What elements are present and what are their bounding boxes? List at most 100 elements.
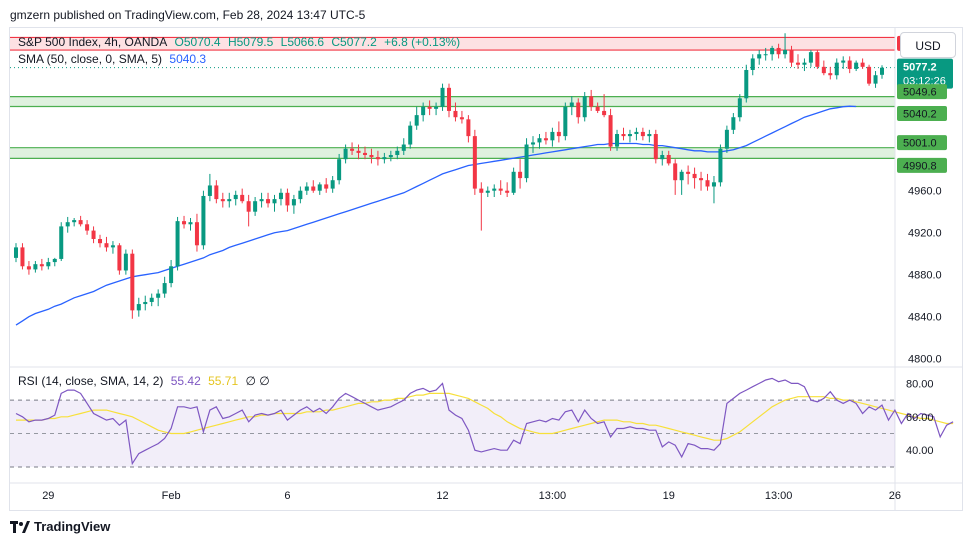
candle xyxy=(427,100,432,116)
candle xyxy=(731,113,736,135)
candle-body xyxy=(757,54,762,59)
candle xyxy=(169,259,174,288)
candle-body xyxy=(278,192,283,200)
candle-body xyxy=(350,148,355,151)
candle xyxy=(91,226,96,244)
candle xyxy=(834,58,839,80)
candle xyxy=(304,182,309,195)
candle xyxy=(291,194,296,214)
zone-support-2 xyxy=(10,147,895,159)
zone-support-1 xyxy=(10,96,895,107)
candle-body xyxy=(330,180,335,189)
candle xyxy=(440,83,445,111)
candle-body xyxy=(602,110,607,116)
candle-body xyxy=(705,180,710,187)
support-lower-low-label-bg xyxy=(897,157,947,173)
candle xyxy=(744,64,749,103)
candle-body xyxy=(304,186,309,191)
candle xyxy=(188,217,193,231)
legend-sma: SMA (50, close, 0, SMA, 5) 5040.3 xyxy=(18,52,210,66)
candle xyxy=(479,182,484,231)
candle xyxy=(615,129,620,151)
candle-body xyxy=(375,157,380,160)
candle xyxy=(446,83,452,118)
price-tick-label: 4920.0 xyxy=(908,228,942,240)
candle xyxy=(194,213,199,252)
candle-body xyxy=(194,222,199,246)
symbol-label[interactable]: S&P 500 Index, 4h, OANDA xyxy=(18,35,168,49)
candle xyxy=(867,64,872,86)
candle-body xyxy=(556,131,561,137)
rsi-value: 55.42 xyxy=(170,374,201,388)
candle-body xyxy=(453,110,458,118)
candle-body xyxy=(770,47,775,55)
candle xyxy=(750,54,755,76)
candle-body xyxy=(815,52,820,67)
candle-body xyxy=(640,131,645,137)
grid-layer xyxy=(10,28,963,510)
support-lower-low-label: 4990.8 xyxy=(897,157,947,173)
candle xyxy=(498,180,503,195)
candle xyxy=(660,150,665,166)
candle xyxy=(640,127,645,141)
candle xyxy=(543,131,548,145)
candle-body xyxy=(123,253,128,271)
candle xyxy=(246,194,251,227)
candle xyxy=(485,186,490,197)
candle-body xyxy=(246,201,251,212)
candle xyxy=(401,138,406,156)
rsi-layer xyxy=(10,377,954,468)
candle xyxy=(46,257,51,270)
candle xyxy=(350,142,355,156)
candle xyxy=(162,276,167,298)
sma-price-label-bg xyxy=(897,106,947,122)
candle-body xyxy=(156,293,161,298)
candle-body xyxy=(582,96,587,118)
candle-body xyxy=(59,226,64,259)
candle-body xyxy=(711,182,716,187)
candle-body xyxy=(673,163,678,181)
candle xyxy=(13,243,19,263)
open-value: O5070.4 xyxy=(174,35,221,49)
candle-body xyxy=(149,297,154,302)
candle-body xyxy=(608,115,613,147)
candle-body xyxy=(26,266,31,270)
candle xyxy=(182,215,187,229)
candle xyxy=(563,102,568,141)
candle xyxy=(395,146,400,160)
time-tick-label: Feb xyxy=(162,490,181,502)
candle xyxy=(207,173,212,202)
candle xyxy=(375,150,380,166)
tradingview-logo[interactable]: TradingView xyxy=(10,519,110,534)
candle xyxy=(847,56,852,74)
support-upper-high-label-text: 5049.6 xyxy=(903,87,937,99)
sma-label[interactable]: SMA (50, close, 0, SMA, 5) xyxy=(18,52,163,66)
candle-body xyxy=(518,171,523,179)
candle xyxy=(39,258,44,271)
sma-price-label: 5040.2 xyxy=(897,106,947,122)
candle-body xyxy=(647,134,652,137)
candle-body xyxy=(201,195,206,246)
candle-body xyxy=(110,245,115,248)
candle-body xyxy=(33,264,38,270)
candle-body xyxy=(388,155,393,158)
candle xyxy=(278,188,283,206)
last-price-label: 5077.203:12:26 xyxy=(897,58,953,89)
legend-rsi: RSI (14, close, SMA, 14, 2) 55.42 55.71 … xyxy=(18,374,274,388)
candle xyxy=(789,45,794,67)
candle-body xyxy=(266,199,271,204)
candle-body xyxy=(543,138,548,141)
candle xyxy=(214,180,219,204)
candle xyxy=(285,188,290,212)
candle xyxy=(240,188,245,204)
candle xyxy=(26,261,31,275)
candle xyxy=(311,180,316,193)
candle-body xyxy=(46,262,51,267)
currency-button[interactable]: USD xyxy=(900,32,956,58)
candle xyxy=(737,94,742,122)
candle xyxy=(85,220,90,235)
rsi-label[interactable]: RSI (14, close, SMA, 14, 2) xyxy=(18,374,164,388)
candle xyxy=(879,65,885,79)
candle xyxy=(550,127,555,147)
